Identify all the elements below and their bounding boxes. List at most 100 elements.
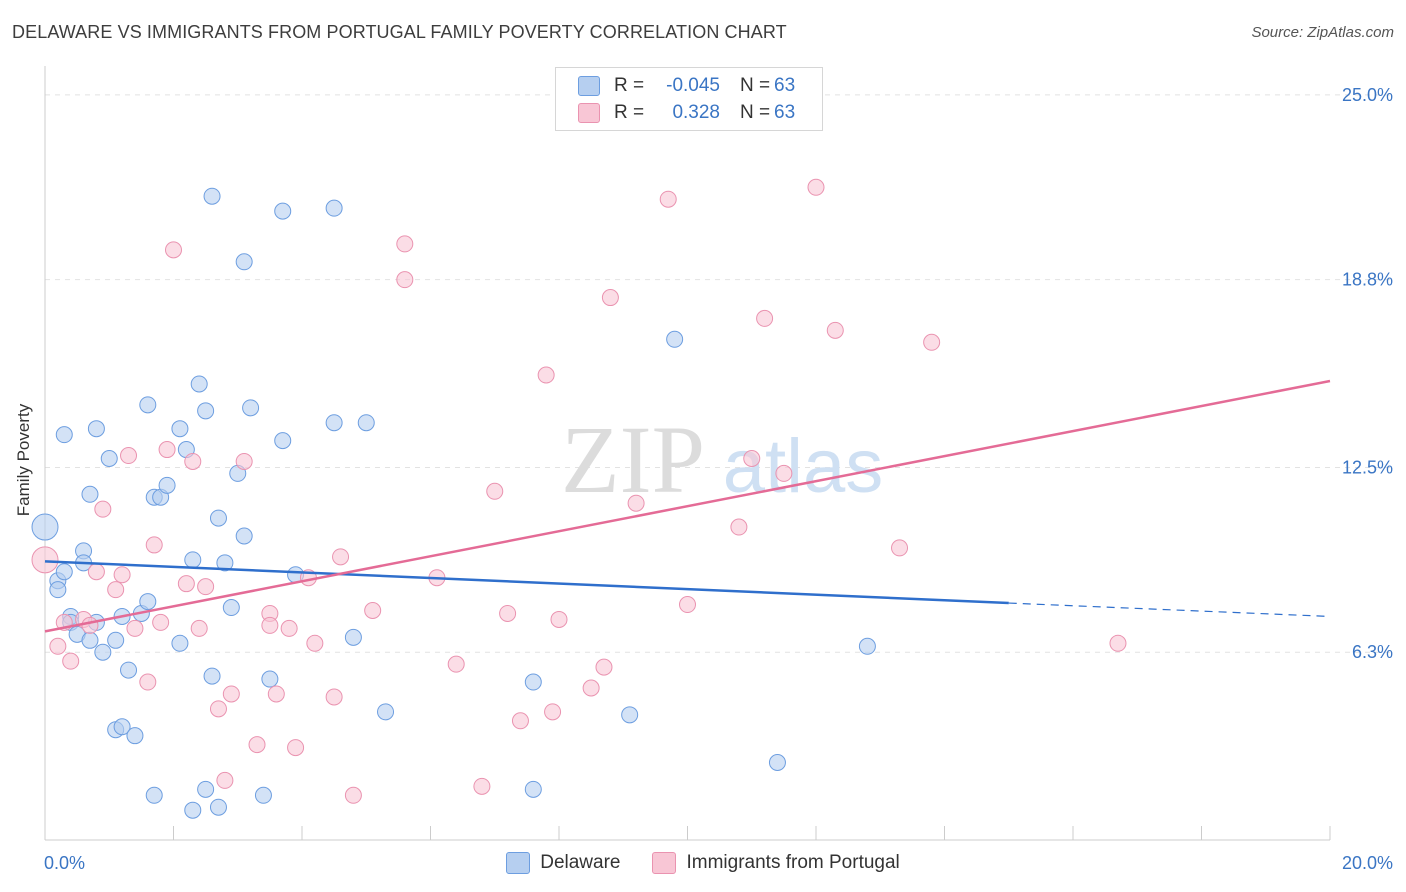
portugal-point (209, 700, 227, 718)
delaware-point (325, 199, 343, 217)
delaware-point (171, 420, 189, 438)
portugal-point (550, 610, 568, 628)
x-tick-label: 0.0% (44, 853, 85, 873)
grid-lines (45, 94, 1390, 653)
portugal-point (184, 452, 202, 470)
legend-item-portugal[interactable]: Immigrants from Portugal (652, 852, 900, 874)
legend-label: Delaware (540, 852, 621, 873)
portugal-point (601, 289, 619, 307)
portugal-point (511, 712, 529, 730)
portugal-trend-line (44, 379, 1331, 633)
portugal-point (261, 616, 279, 634)
portugal-point (743, 450, 761, 467)
series-portugal (31, 178, 1127, 804)
portugal-point (113, 566, 131, 584)
portugal-point (62, 652, 80, 670)
portugal-point (158, 441, 176, 459)
n-value: 63 (774, 102, 796, 123)
portugal-point (891, 539, 909, 557)
legend-label: Immigrants from Portugal (686, 852, 900, 873)
r-label: R = (614, 75, 645, 96)
delaware-point (55, 426, 73, 444)
delaware-point (344, 628, 362, 646)
delaware-point (768, 754, 786, 772)
portugal-point (659, 190, 677, 208)
correlation-legend: R = -0.045 N = 63 R = 0.328 N = 63 (555, 67, 823, 131)
delaware-point (197, 780, 215, 798)
delaware-point (81, 485, 99, 503)
portugal-point (473, 777, 491, 795)
delaware-point (274, 202, 292, 220)
portugal-point (582, 679, 600, 697)
portugal-point (197, 578, 215, 596)
x-tick-label: 20.0% (1342, 853, 1393, 873)
delaware-point (216, 554, 234, 572)
r-label: R = (614, 102, 645, 123)
portugal-point (216, 771, 234, 789)
portugal-swatch (578, 103, 600, 123)
delaware-point (94, 643, 112, 661)
portugal-point (679, 596, 696, 614)
r-value: 0.328 (672, 102, 720, 123)
portugal-point (325, 688, 343, 706)
portugal-point (152, 613, 170, 631)
n-label: N = (740, 75, 771, 96)
portugal-point (730, 518, 748, 536)
n-value: 63 (774, 75, 796, 96)
portugal-point (87, 563, 105, 581)
portugal-point (267, 685, 285, 703)
legend-row-portugal: R = 0.328 N = 63 (578, 101, 795, 125)
trend-lines (44, 379, 1331, 633)
portugal-point (537, 366, 555, 384)
portugal-point (364, 602, 382, 620)
delaware-point (145, 786, 163, 804)
delaware-point (261, 670, 279, 688)
portugal-point (595, 658, 613, 676)
portugal-point (775, 464, 793, 482)
legend-item-delaware[interactable]: Delaware (506, 852, 620, 874)
delaware-point (100, 450, 118, 467)
portugal-point (190, 619, 208, 637)
portugal-point (447, 655, 465, 673)
delaware-point (87, 420, 105, 438)
delaware-point (203, 187, 221, 205)
delaware-point (666, 330, 684, 348)
portugal-point (1109, 634, 1127, 652)
delaware-point (31, 513, 59, 541)
portugal-point (306, 634, 324, 652)
portugal-point (826, 321, 844, 339)
watermark: ZIP atlas (561, 406, 883, 513)
delaware-point (858, 637, 876, 655)
delaware-point (524, 780, 542, 798)
delaware-point (139, 593, 157, 611)
delaware-point (81, 631, 99, 649)
delaware-point (120, 661, 138, 679)
delaware-point (222, 599, 240, 617)
portugal-point (107, 581, 125, 599)
delaware-point (139, 396, 157, 414)
portugal-point (486, 482, 504, 500)
delaware-point (126, 727, 144, 745)
portugal-point (756, 309, 774, 327)
portugal-point (923, 333, 941, 351)
portugal-point (627, 494, 645, 512)
r-value: -0.045 (666, 75, 720, 96)
portugal-point (248, 736, 266, 754)
delaware-point (197, 402, 215, 420)
tick-labels: 6.3% 12.5% 18.8% 25.0% 0.0% 20.0% (44, 85, 1393, 873)
chart-title: DELAWARE VS IMMIGRANTS FROM PORTUGAL FAM… (12, 22, 787, 42)
watermark-atlas: atlas (723, 424, 884, 509)
portugal-point (807, 178, 825, 196)
delaware-point (209, 798, 227, 816)
portugal-point (544, 703, 562, 721)
delaware-point (203, 667, 221, 685)
delaware-point (113, 718, 131, 736)
portugal-point (145, 536, 163, 554)
delaware-point (184, 551, 202, 569)
delaware-point (190, 375, 208, 393)
y-tick-label: 6.3% (1352, 642, 1393, 662)
delaware-point (357, 414, 375, 432)
delaware-point (235, 527, 253, 545)
